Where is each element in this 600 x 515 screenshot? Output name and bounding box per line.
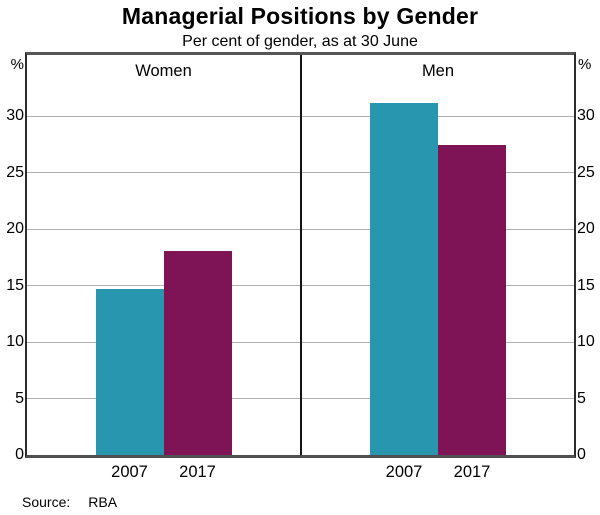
panel-label-men: Men [421, 62, 455, 80]
y-tick-right-col-10: 10 [577, 333, 595, 350]
bar-women-2017 [163, 250, 232, 455]
y-tick-left-col-30: 30 [6, 107, 24, 124]
bar-women-2007 [95, 288, 164, 455]
source-label: Source: [22, 494, 71, 510]
y-tick-right-col-0: 0 [577, 446, 586, 463]
bar-men-2007 [370, 102, 438, 455]
x-label-men-2017: 2017 [453, 463, 491, 481]
x-label-women-2007: 2007 [111, 463, 148, 481]
y-tick-left-col-10: 10 [6, 333, 24, 350]
y-tick-right-col-20: 20 [577, 220, 595, 237]
y-tick-left-col-5: 5 [15, 390, 24, 407]
source-note: Source: RBA [22, 494, 117, 511]
panel-women: Women 2007 2017 [27, 55, 300, 481]
y-tick-right-col-5: 5 [577, 390, 586, 407]
panel-men: Men 2007 2017 [302, 55, 574, 481]
y-tick-right-col-30: 30 [577, 107, 595, 124]
plot-area: Women 2007 2017 Men 2007 2017 [25, 52, 576, 481]
gridline-20 [27, 228, 300, 230]
y-tick-left-col-0: 0 [15, 446, 24, 463]
y-tick-right-col-25: 25 [577, 164, 595, 181]
chart-title: Managerial Positions by Gender [121, 3, 479, 29]
y-tick-left-col-20: 20 [6, 220, 24, 237]
y-axis-unit-left: % [10, 56, 24, 73]
y-tick-left-col-15: 15 [6, 277, 24, 294]
panel-label-women: Women [135, 62, 192, 80]
bar-men-2017 [438, 145, 506, 455]
x-label-women-2017: 2017 [179, 463, 216, 481]
gridline-30 [302, 115, 574, 117]
source-value: RBA [88, 494, 118, 510]
x-label-men-2007: 2007 [385, 463, 423, 481]
panel-divider [300, 55, 302, 455]
y-tick-left-col-25: 25 [6, 164, 24, 181]
gridline-25 [27, 172, 300, 174]
y-axis-unit-right: % [578, 56, 592, 73]
chart-subtitle: Per cent of gender, as at 30 June [182, 33, 418, 50]
gridline-30 [27, 115, 300, 117]
y-tick-right-col-15: 15 [577, 277, 595, 294]
